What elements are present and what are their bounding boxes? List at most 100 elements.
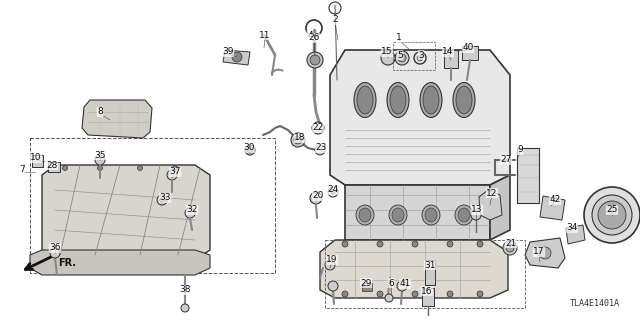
Text: FR.: FR. [58,258,76,268]
Polygon shape [566,225,585,244]
Circle shape [310,55,320,65]
Text: 17: 17 [533,247,545,257]
Circle shape [377,291,383,297]
Circle shape [291,133,305,147]
Circle shape [447,291,453,297]
Bar [393,42,435,70]
Polygon shape [82,100,152,138]
Circle shape [63,165,67,171]
Ellipse shape [425,208,437,222]
Ellipse shape [389,205,407,225]
Polygon shape [320,240,508,298]
Ellipse shape [422,205,440,225]
Circle shape [506,244,514,252]
Circle shape [330,189,335,195]
Polygon shape [345,185,490,240]
Circle shape [97,165,102,171]
Circle shape [315,145,325,155]
Ellipse shape [357,86,373,114]
Text: 4: 4 [307,30,313,39]
Circle shape [477,291,483,297]
Polygon shape [490,175,510,240]
Ellipse shape [356,205,374,225]
Text: 9: 9 [517,146,523,155]
Circle shape [385,294,393,302]
Circle shape [471,210,481,220]
Ellipse shape [420,83,442,117]
Circle shape [310,192,322,204]
Circle shape [342,241,348,247]
Text: 1: 1 [396,34,402,43]
Circle shape [138,165,143,171]
Text: 7: 7 [19,165,25,174]
Circle shape [381,51,395,65]
Text: 37: 37 [169,167,180,177]
Text: 14: 14 [442,47,454,57]
Text: 24: 24 [328,186,339,195]
Text: 36: 36 [49,244,61,252]
Ellipse shape [387,83,409,117]
Circle shape [173,165,177,171]
Text: 2: 2 [332,15,338,25]
Polygon shape [330,50,510,185]
Circle shape [312,122,324,134]
Text: TLA4E1401A: TLA4E1401A [570,299,620,308]
Circle shape [395,51,409,65]
Ellipse shape [453,83,475,117]
Text: 13: 13 [471,205,483,214]
Text: 31: 31 [424,260,436,269]
Text: 20: 20 [312,191,324,201]
Circle shape [412,241,418,247]
Text: 27: 27 [500,156,512,164]
Polygon shape [30,250,210,275]
Circle shape [539,247,551,259]
Circle shape [377,241,383,247]
Circle shape [477,241,483,247]
Text: 35: 35 [94,150,106,159]
Circle shape [294,136,302,144]
Circle shape [398,54,406,62]
Text: 15: 15 [381,47,393,57]
Ellipse shape [455,205,473,225]
Text: 25: 25 [606,205,618,214]
Circle shape [247,147,253,153]
Ellipse shape [354,83,376,117]
Circle shape [328,281,338,291]
Text: 22: 22 [312,124,324,132]
Circle shape [157,195,167,205]
Circle shape [325,260,335,270]
Text: 5: 5 [397,51,403,60]
Bar [422,288,434,306]
Text: 12: 12 [486,188,498,197]
Circle shape [592,195,632,235]
Text: 40: 40 [462,44,474,52]
Polygon shape [479,190,502,220]
Circle shape [50,248,60,258]
Bar [517,148,539,203]
Circle shape [342,291,348,297]
Circle shape [307,52,323,68]
Text: 3: 3 [418,51,424,60]
Polygon shape [540,196,565,220]
Bar [30,138,275,273]
Text: 34: 34 [566,223,578,233]
Bar [32,155,43,167]
Circle shape [447,241,453,247]
Text: 8: 8 [97,108,103,116]
Circle shape [167,170,177,180]
Circle shape [397,281,407,291]
Ellipse shape [423,86,439,114]
Ellipse shape [456,86,472,114]
Text: 29: 29 [360,278,372,287]
Polygon shape [525,238,565,268]
Text: 41: 41 [399,279,411,289]
Circle shape [159,197,164,203]
Bar [462,46,478,60]
Polygon shape [42,165,210,260]
Text: 23: 23 [316,143,326,153]
Circle shape [185,208,195,218]
Text: 39: 39 [222,47,234,57]
Bar [362,283,372,291]
Circle shape [95,155,105,165]
Ellipse shape [390,86,406,114]
